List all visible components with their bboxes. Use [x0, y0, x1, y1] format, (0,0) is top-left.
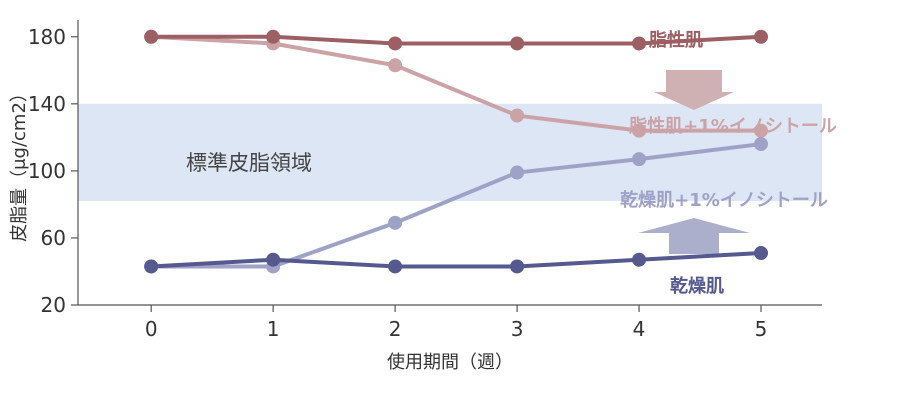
series-line	[151, 34, 762, 46]
series-label: 脂性肌+1%イノシトール	[629, 115, 837, 137]
data-point	[388, 36, 403, 51]
data-point	[388, 215, 403, 230]
data-point	[632, 36, 647, 51]
data-point	[510, 259, 525, 274]
series-label: 脂性肌	[649, 29, 703, 51]
arrows	[638, 70, 750, 254]
up-arrow	[638, 218, 750, 254]
series-label: 乾燥肌+1%イノシトール	[620, 189, 828, 211]
x-tick-label: 3	[511, 317, 524, 341]
data-point	[510, 108, 525, 123]
data-point	[510, 165, 525, 180]
data-point	[754, 137, 769, 152]
data-point	[754, 123, 769, 138]
data-point	[144, 259, 159, 274]
data-point	[632, 123, 647, 138]
x-tick-label: 5	[755, 317, 768, 341]
data-point	[754, 246, 769, 261]
data-point	[510, 36, 525, 51]
axes: 20 60 100 140 180 0 1 2 3 4 5	[28, 20, 822, 341]
y-tick-label: 20	[41, 293, 66, 317]
x-tick-label: 0	[145, 317, 158, 341]
series-line	[151, 251, 762, 269]
x-tick-label: 1	[267, 317, 280, 341]
y-axis-label: 皮脂量（μg/cm2）	[9, 84, 30, 242]
series-points	[144, 29, 769, 274]
series-label: 乾燥肌	[670, 275, 724, 297]
normal-range-label: 標準皮脂領域	[186, 151, 312, 175]
data-point	[632, 252, 647, 267]
data-point	[266, 252, 281, 267]
y-tick-label: 180	[28, 25, 66, 49]
y-tick-label: 140	[28, 92, 66, 116]
y-tick-label: 100	[28, 159, 66, 183]
data-point	[754, 29, 769, 44]
data-point	[266, 29, 281, 44]
data-point	[388, 58, 403, 73]
data-point	[144, 29, 159, 44]
y-tick-label: 60	[41, 226, 66, 250]
series-line	[151, 142, 762, 269]
series-lines	[151, 34, 762, 269]
down-arrow	[654, 70, 734, 110]
data-point	[388, 259, 403, 274]
x-axis-label: 使用期間（週）	[387, 352, 513, 373]
series-line	[151, 34, 762, 133]
x-tick-label: 4	[633, 317, 646, 341]
x-tick-label: 2	[389, 317, 402, 341]
data-point	[632, 152, 647, 167]
